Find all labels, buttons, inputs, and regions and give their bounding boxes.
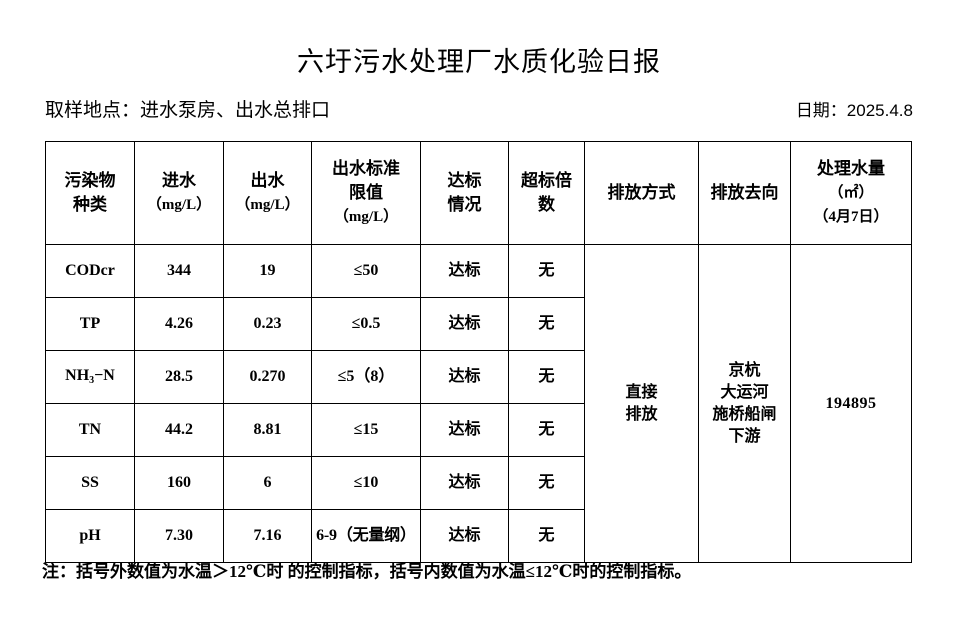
header-line: 进水: [162, 171, 196, 190]
cell-pollutant-name: NH3−N: [45, 350, 135, 404]
cell-exceed-ratio: 无: [508, 244, 585, 298]
header-line: 情况: [447, 195, 482, 214]
table-row: SS 160 6 ≤10 达标 无: [45, 456, 912, 510]
cell-standard-limit: 6-9（无量纲）: [311, 509, 421, 563]
water-quality-table: 污染物 种类 进水 （mg/L） 出水 （mg/L） 出水标准 限值 （mg/L…: [45, 141, 912, 563]
sample-location-label: 取样地点：进水泵房、出水总排口: [45, 100, 331, 121]
header-line: 污染物: [64, 171, 116, 190]
cell-exceed-ratio: 无: [508, 509, 585, 563]
header-line: （mg/L）: [146, 197, 212, 213]
table-row: TN 44.2 8.81 ≤15 达标 无: [45, 403, 912, 457]
cell-effluent: 19: [223, 244, 312, 298]
cell-compliance: 达标: [420, 297, 509, 351]
column-header-standard-limit: 出水标准 限值 （mg/L）: [311, 141, 421, 245]
cell-pollutant-name: pH: [45, 509, 135, 563]
cell-discharge-mode: 直接 排放: [584, 244, 699, 563]
header-line: 排放方式: [607, 183, 676, 202]
header-line: 达标: [447, 171, 482, 190]
report-date-label: 日期：2025.4.8: [795, 101, 913, 120]
table-row: TP 4.26 0.23 ≤0.5 达标 无: [45, 297, 912, 351]
column-header-discharge-mode: 排放方式: [584, 141, 699, 245]
cell-influent: 344: [134, 244, 224, 298]
cell-standard-limit: ≤0.5: [311, 297, 421, 351]
header-line: 种类: [73, 195, 107, 214]
header-line: 处理水量: [817, 159, 885, 178]
column-header-effluent: 出水 （mg/L）: [223, 141, 312, 245]
header-line: （mg/L）: [235, 197, 300, 213]
header-line: （㎡）: [828, 185, 874, 201]
cell-compliance: 达标: [420, 456, 509, 510]
cell-influent: 44.2: [134, 403, 224, 457]
cell-standard-limit: ≤15: [311, 403, 421, 457]
header-line: 限值: [349, 183, 383, 202]
discharge-mode-line: 直接: [625, 383, 658, 401]
discharge-mode-line: 排放: [625, 405, 658, 423]
cell-standard-limit: ≤50: [311, 244, 421, 298]
column-header-compliance: 达标 情况: [420, 141, 509, 245]
cell-influent: 4.26: [134, 297, 224, 351]
header-line: 数: [538, 195, 555, 214]
cell-effluent: 8.81: [223, 403, 312, 457]
cell-treated-volume: 194895: [790, 244, 912, 563]
cell-exceed-ratio: 无: [508, 403, 585, 457]
cell-effluent: 7.16: [223, 509, 312, 563]
cell-compliance: 达标: [420, 244, 509, 298]
header-line: 超标倍: [521, 171, 572, 190]
subheader-row: 取样地点：进水泵房、出水总排口 日期：2025.4.8: [45, 96, 913, 126]
cell-pollutant-name: CODcr: [45, 244, 135, 298]
cell-exceed-ratio: 无: [508, 297, 585, 351]
cell-influent: 7.30: [134, 509, 224, 563]
table-header-row: 污染物 种类 进水 （mg/L） 出水 （mg/L） 出水标准 限值 （mg/L…: [45, 141, 912, 245]
cell-exceed-ratio: 无: [508, 456, 585, 510]
header-line: 排放去向: [710, 183, 779, 202]
discharge-dest-line: 京杭: [728, 361, 761, 379]
cell-compliance: 达标: [420, 403, 509, 457]
discharge-dest-line: 施桥船闸: [712, 405, 777, 423]
table-row: NH3−N 28.5 0.270 ≤5（8） 达标 无: [45, 350, 912, 404]
cell-influent: 28.5: [134, 350, 224, 404]
cell-exceed-ratio: 无: [508, 350, 585, 404]
cell-discharge-destination: 京杭 大运河 施桥船闸 下游: [698, 244, 791, 563]
cell-standard-limit: ≤5（8）: [311, 350, 421, 404]
cell-compliance: 达标: [420, 509, 509, 563]
header-line: 出水: [250, 171, 285, 190]
cell-effluent: 0.270: [223, 350, 312, 404]
column-header-discharge-destination: 排放去向: [698, 141, 791, 245]
discharge-dest-line: 下游: [728, 427, 761, 445]
cell-standard-limit: ≤10: [311, 456, 421, 510]
page-title: 六圩污水处理厂水质化验日报: [297, 47, 661, 77]
table-row: pH 7.30 7.16 6-9（无量纲） 达标 无: [45, 509, 912, 563]
header-line: （4月7日）: [813, 209, 889, 225]
discharge-dest-line: 大运河: [720, 383, 769, 401]
column-header-treated-volume: 处理水量 （㎡） （4月7日）: [790, 141, 912, 245]
cell-influent: 160: [134, 456, 224, 510]
table-body: CODcr 344 19 ≤50 达标 无 直接 排放 京杭 大运河 施桥船闸 …: [45, 244, 912, 563]
header-line: （mg/L）: [333, 209, 399, 225]
footnote-text: 注：括号外数值为水温＞12℃时 的控制指标，括号内数值为水温≤12℃时的控制指标…: [42, 562, 692, 581]
header-line: 出水标准: [332, 159, 400, 178]
cell-effluent: 6: [223, 456, 312, 510]
cell-pollutant-name: SS: [45, 456, 135, 510]
column-header-pollutant-type: 污染物 种类: [45, 141, 135, 245]
cell-pollutant-name: TN: [45, 403, 135, 457]
cell-compliance: 达标: [420, 350, 509, 404]
table-row: CODcr 344 19 ≤50 达标 无 直接 排放 京杭 大运河 施桥船闸 …: [45, 244, 912, 563]
cell-pollutant-name: TP: [45, 297, 135, 351]
cell-effluent: 0.23: [223, 297, 312, 351]
column-header-influent: 进水 （mg/L）: [134, 141, 224, 245]
column-header-exceed-ratio: 超标倍 数: [508, 141, 585, 245]
